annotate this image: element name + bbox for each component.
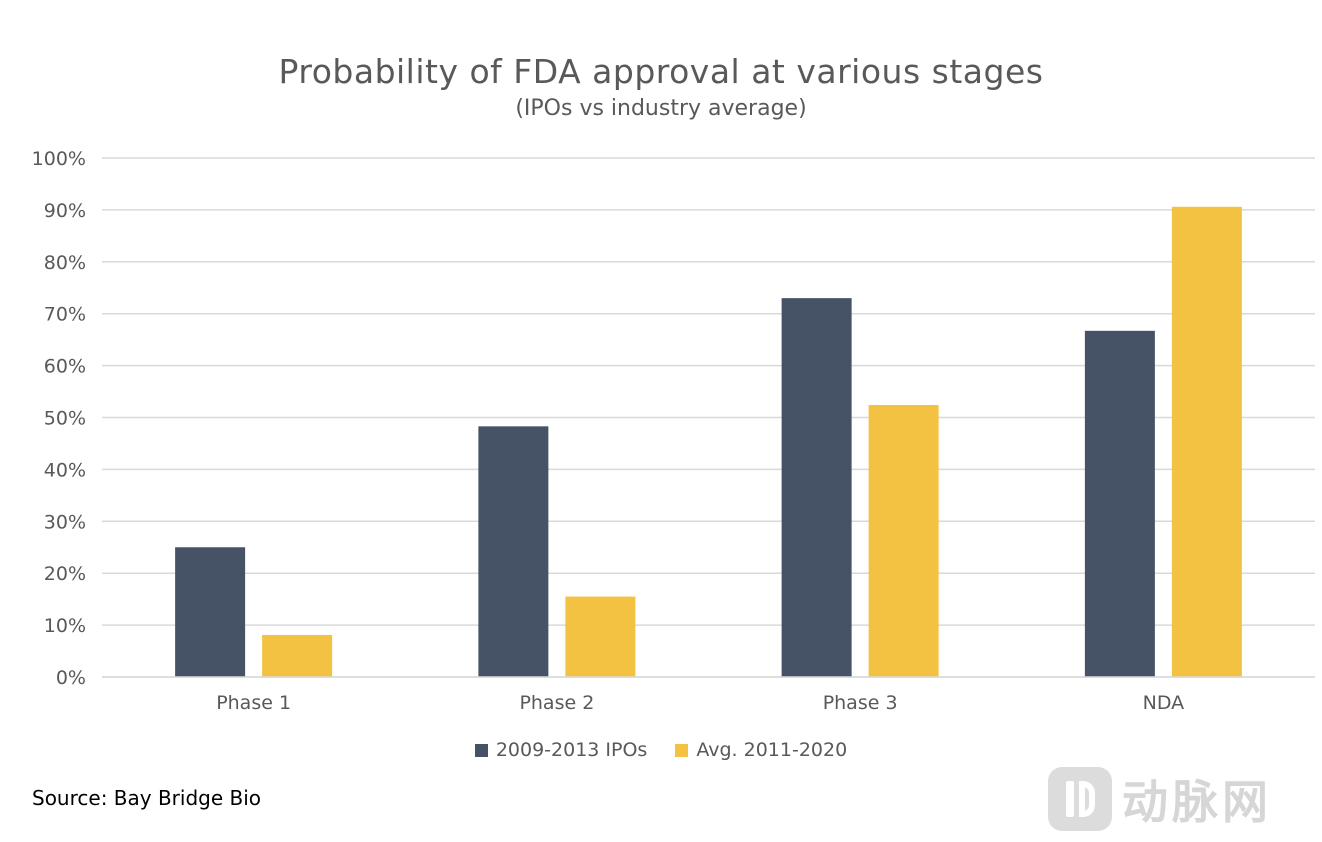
y-tick-label-50: 50%	[44, 408, 86, 430]
y-tick-label-20: 20%	[44, 563, 86, 585]
x-tick-label-phase-1: Phase 1	[216, 692, 291, 714]
x-tick-label-nda: NDA	[1143, 692, 1185, 714]
y-tick-label-40: 40%	[44, 459, 86, 481]
watermark: 动脉网	[1048, 766, 1272, 832]
y-tick-label-80: 80%	[44, 252, 86, 274]
y-tick-label-90: 90%	[44, 200, 86, 222]
chart-legend: 2009-2013 IPOs Avg. 2011-2020	[0, 739, 1322, 761]
x-tick-label-phase-3: Phase 3	[823, 692, 898, 714]
y-tick-label-30: 30%	[44, 511, 86, 533]
bar-series2-phase-1	[262, 634, 333, 677]
y-tick-label-100: 100%	[32, 148, 86, 170]
legend-label-series-1: 2009-2013 IPOs	[495, 739, 648, 761]
bar-series1-phase-1	[175, 547, 246, 677]
legend-item-series-1: 2009-2013 IPOs	[474, 739, 648, 761]
vb-logo-icon	[1048, 767, 1112, 831]
x-tick-label-phase-2: Phase 2	[519, 692, 594, 714]
chart-subtitle: (IPOs vs industry average)	[515, 96, 807, 121]
bar-series1-nda	[1084, 330, 1155, 677]
bar-series2-phase-3	[868, 405, 939, 677]
bar-series1-phase-2	[478, 426, 549, 677]
bar-series2-phase-2	[565, 596, 636, 677]
legend-item-series-2: Avg. 2011-2020	[675, 739, 847, 761]
source-note: Source: Bay Bridge Bio	[32, 786, 262, 810]
legend-label-series-2: Avg. 2011-2020	[696, 739, 848, 761]
y-tick-label-70: 70%	[44, 304, 86, 326]
y-tick-label-10: 10%	[44, 615, 86, 637]
bar-series2-nda	[1171, 206, 1242, 677]
watermark-text: 动脉网	[1122, 775, 1272, 829]
legend-swatch-series-2	[675, 743, 689, 757]
bar-series1-phase-3	[781, 298, 852, 677]
legend-swatch-series-1	[474, 743, 488, 757]
chart-title: Probability of FDA approval at various s…	[278, 52, 1044, 91]
y-tick-label-60: 60%	[44, 356, 86, 378]
y-tick-label-0: 0%	[56, 667, 86, 689]
